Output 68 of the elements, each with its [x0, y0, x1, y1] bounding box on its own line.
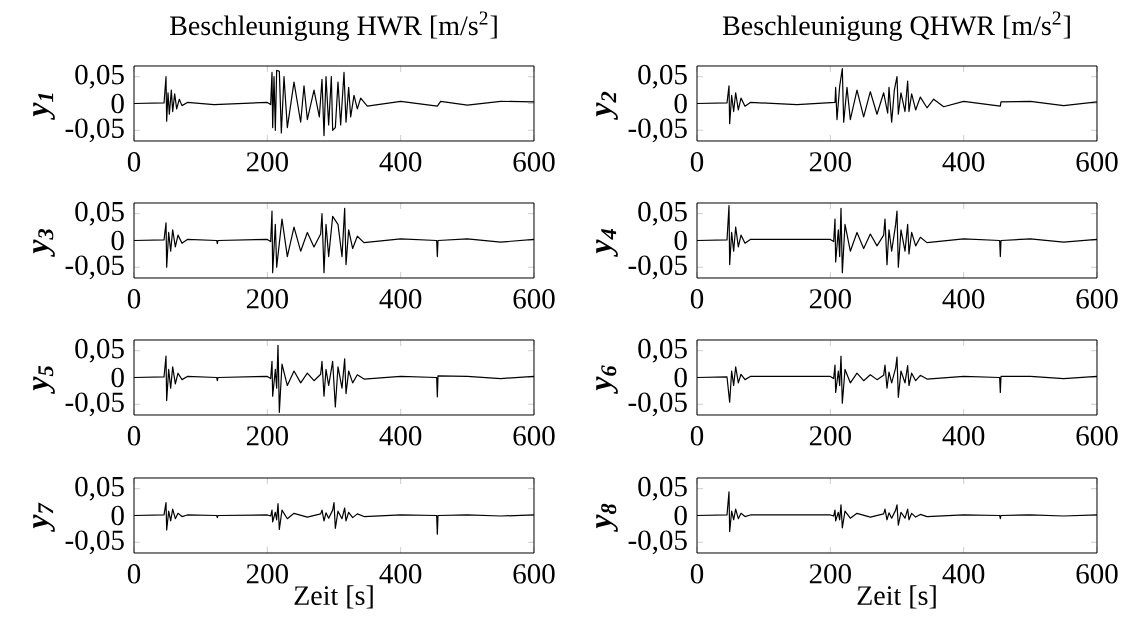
x-tick-label: 600 — [513, 289, 555, 309]
x-tick-label: 0 — [127, 564, 141, 584]
chart-title: Beschleunigung HWR [m/s$^{2}$] — [170, 11, 497, 41]
y-tick-label: 0,05 — [75, 476, 124, 501]
x-tick-label: 600 — [513, 426, 555, 446]
y-tick-label: 0 — [674, 93, 687, 114]
chart-title: Beschleunigung QHWR [m/s$^{2}$] — [722, 11, 1070, 41]
x-tick-label: 600 — [1076, 152, 1118, 172]
y-tick-label: 0 — [111, 367, 124, 388]
y-tick-label: 0 — [111, 230, 124, 251]
y-tick-label: 0 — [111, 505, 124, 526]
x-tick-label: 200 — [809, 289, 851, 309]
x-tick-label: 400 — [942, 426, 985, 446]
x-tick-label: 0 — [127, 152, 141, 172]
x-tick-label: 200 — [246, 426, 288, 446]
x-tick-label: 200 — [246, 289, 288, 309]
x-tick-label: 0 — [127, 289, 141, 309]
x-tick-label: 600 — [1076, 426, 1118, 446]
y-axis-title: y$_{3}$ — [33, 228, 55, 257]
x-tick-label: 0 — [690, 564, 704, 584]
y-tick-label: 0 — [674, 230, 687, 251]
x-tick-label: 200 — [809, 564, 851, 584]
x-tick-label: 600 — [1076, 564, 1118, 584]
y-tick-label: 0,05 — [638, 338, 687, 363]
x-tick-label: 0 — [127, 426, 141, 446]
y-tick-label: 0,05 — [638, 476, 687, 501]
x-axis-title: Zeit [s] — [294, 585, 373, 609]
y-tick-label: 0,05 — [75, 64, 124, 89]
y-axis-title: y$_{6}$ — [596, 365, 618, 394]
x-tick-label: 400 — [379, 152, 422, 172]
y-tick-label: -0,05 — [628, 392, 687, 417]
y-tick-label: 0,05 — [638, 201, 687, 226]
y-tick-label: -0,05 — [65, 530, 124, 555]
y-axis-title: y$_{1}$ — [33, 93, 55, 120]
y-tick-label: 0,05 — [75, 201, 124, 226]
y-tick-label: -0,05 — [65, 118, 124, 143]
y-axis-title: y$_{8}$ — [596, 503, 618, 532]
y-tick-label: 0 — [674, 505, 687, 526]
y-tick-label: 0,05 — [638, 64, 687, 89]
y-tick-label: 0 — [674, 367, 687, 388]
x-tick-label: 0 — [690, 289, 704, 309]
y-tick-label: -0,05 — [628, 255, 687, 280]
y-tick-label: -0,05 — [65, 255, 124, 280]
y-tick-label: -0,05 — [628, 530, 687, 555]
y-tick-label: 0,05 — [75, 338, 124, 363]
y-axis-title: y$_{5}$ — [33, 365, 55, 394]
x-tick-label: 400 — [942, 152, 985, 172]
x-axis-title: Zeit [s] — [857, 585, 936, 609]
x-tick-label: 400 — [942, 289, 985, 309]
x-tick-label: 600 — [513, 564, 555, 584]
x-tick-label: 200 — [809, 152, 851, 172]
x-tick-label: 200 — [809, 426, 851, 446]
x-tick-label: 400 — [379, 426, 422, 446]
x-tick-label: 0 — [690, 426, 704, 446]
x-tick-label: 200 — [246, 564, 288, 584]
y-axis-title: y$_{7}$ — [33, 502, 55, 532]
x-tick-label: 400 — [379, 564, 422, 584]
x-tick-label: 400 — [379, 289, 422, 309]
y-tick-label: -0,05 — [65, 392, 124, 417]
x-tick-label: 400 — [942, 564, 985, 584]
y-tick-label: 0 — [111, 93, 124, 114]
y-tick-label: -0,05 — [628, 118, 687, 143]
y-axis-title: y$_{2}$ — [596, 91, 618, 120]
x-tick-label: 600 — [1076, 289, 1118, 309]
x-tick-label: 600 — [513, 152, 555, 172]
x-tick-label: 200 — [246, 152, 288, 172]
y-axis-title: y$_{4}$ — [596, 228, 618, 257]
x-tick-label: 0 — [690, 152, 704, 172]
